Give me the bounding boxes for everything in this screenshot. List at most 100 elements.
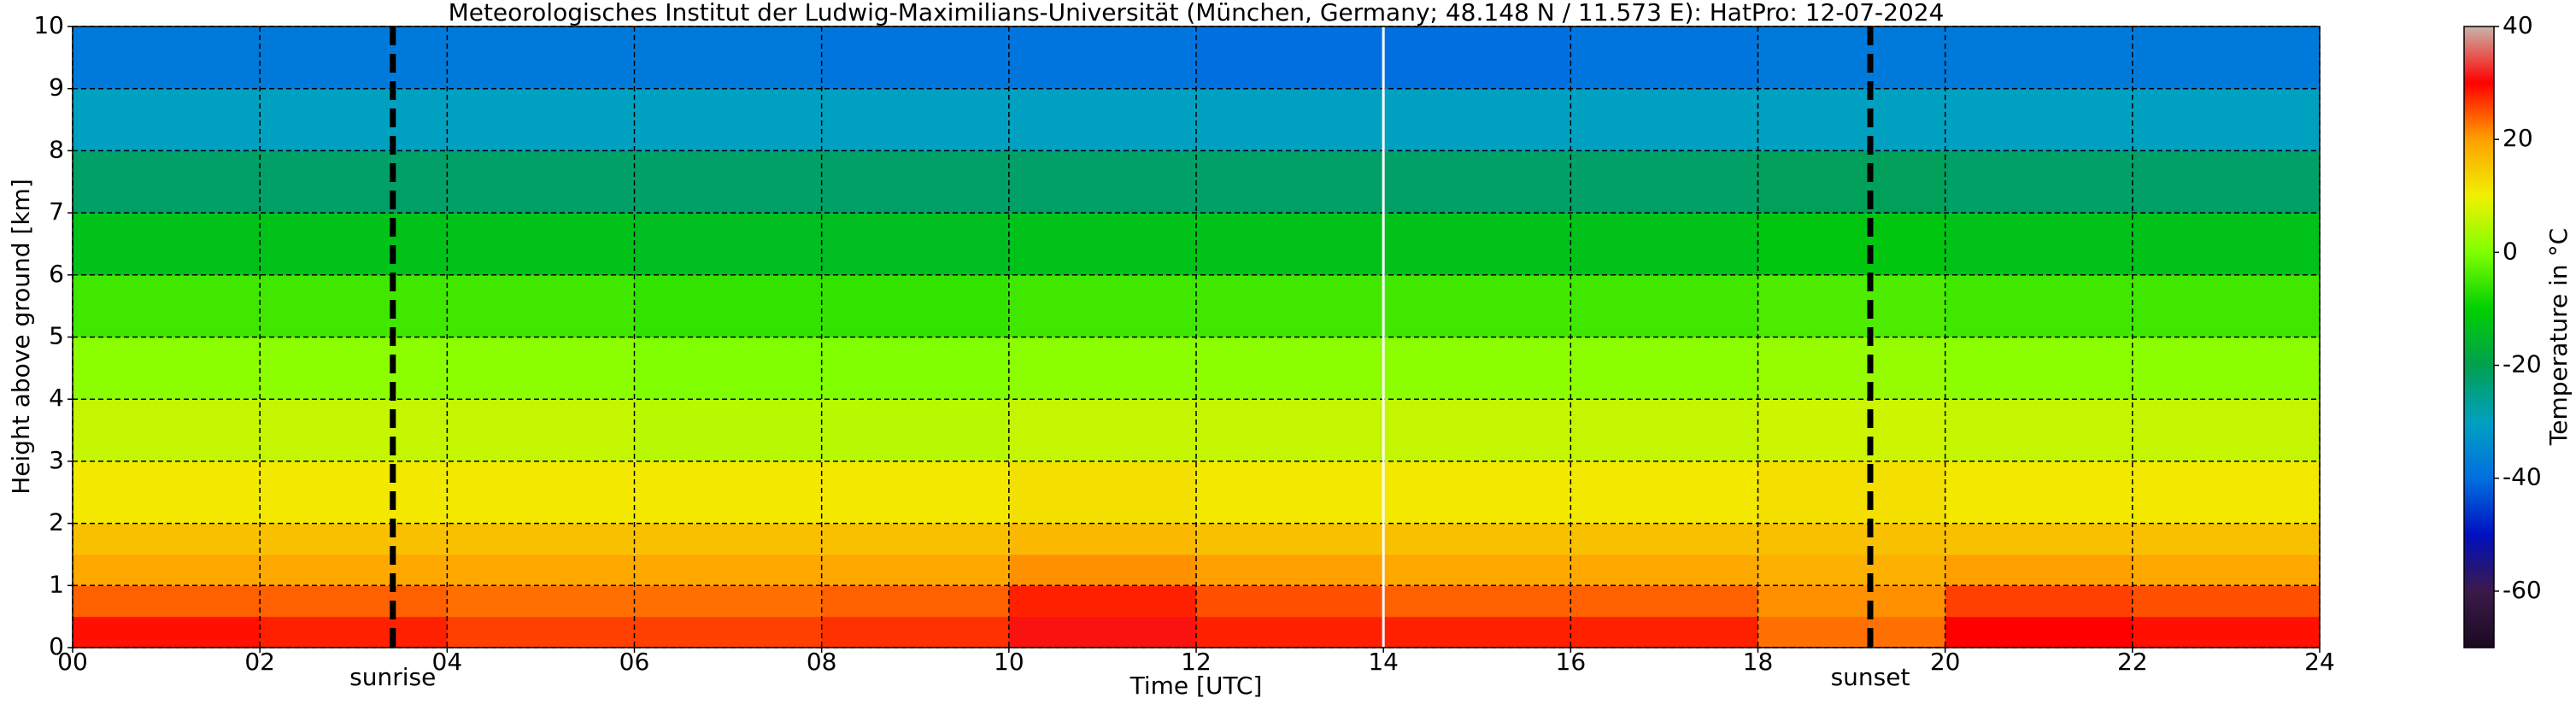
- heat-cell: [73, 213, 261, 276]
- heat-cell: [1008, 399, 1197, 462]
- x-tick-label: 10: [994, 648, 1024, 676]
- heat-cell: [260, 213, 448, 276]
- heat-cell: [821, 399, 1010, 462]
- heat-cell: [73, 585, 261, 618]
- heat-cell: [1008, 88, 1197, 151]
- y-tick-label: 3: [49, 446, 64, 474]
- heat-cell: [73, 150, 261, 214]
- heat-cell: [1757, 461, 1946, 525]
- heat-cell: [447, 150, 635, 214]
- colorbar-tick-label: 20: [2503, 124, 2533, 152]
- heat-cell: [2132, 616, 2321, 648]
- heat-cell: [1945, 585, 2133, 618]
- heat-cell: [821, 616, 1010, 648]
- heat-cell: [1008, 26, 1197, 90]
- heat-cell: [634, 26, 823, 90]
- heat-cell: [2132, 150, 2321, 214]
- heat-cell: [1383, 523, 1571, 555]
- x-tick-label: 08: [807, 648, 837, 676]
- colorbar-tick-label: -20: [2503, 350, 2542, 378]
- heat-cell: [634, 554, 823, 586]
- heat-cell: [1196, 461, 1384, 525]
- heat-cell: [1945, 399, 2133, 462]
- heat-cell: [1945, 523, 2133, 555]
- heat-cell: [634, 150, 823, 214]
- y-tick-label: 6: [49, 260, 64, 288]
- heat-cell: [447, 88, 635, 151]
- heat-cell: [1383, 616, 1571, 648]
- heat-cell: [260, 585, 448, 618]
- heat-cell: [1196, 523, 1384, 555]
- plot-frame: [72, 26, 2321, 648]
- heat-cell: [634, 274, 823, 337]
- y-tick-label: 5: [49, 322, 64, 350]
- heat-cell: [260, 26, 448, 90]
- heat-cell: [634, 213, 823, 276]
- heat-cell: [447, 213, 635, 276]
- heat-cell: [634, 616, 823, 648]
- x-axis-label: Time [UTC]: [1130, 672, 1263, 700]
- x-tick-label: 06: [619, 648, 650, 676]
- heat-cell: [2132, 585, 2321, 618]
- heat-cell: [1196, 150, 1384, 214]
- heat-cell: [1196, 88, 1384, 151]
- colorbar: [2463, 26, 2495, 648]
- heat-cell: [1196, 274, 1384, 337]
- heat-cell: [1570, 213, 1758, 276]
- y-tick-label: 8: [49, 135, 64, 163]
- heat-cell: [73, 88, 261, 151]
- heat-cell: [447, 554, 635, 586]
- y-tick-label: 9: [49, 73, 64, 102]
- heat-cell: [1945, 616, 2133, 648]
- heat-cell: [1757, 88, 1946, 151]
- heat-cell: [260, 554, 448, 586]
- heat-cell: [1757, 274, 1946, 337]
- heat-cell: [821, 88, 1010, 151]
- heat-cell: [634, 461, 823, 525]
- heat-cell: [260, 399, 448, 462]
- y-tick-label: 7: [49, 197, 64, 226]
- heat-cell: [73, 554, 261, 586]
- heat-cell: [1008, 616, 1197, 648]
- heat-cell: [2132, 554, 2321, 586]
- y-tick-label: 10: [33, 11, 64, 39]
- heat-cell: [1196, 616, 1384, 648]
- heat-cell: [2132, 523, 2321, 555]
- heat-cell: [73, 337, 261, 400]
- heat-cell: [73, 523, 261, 555]
- y-axis-label: Height above ground [km]: [7, 179, 35, 495]
- y-tick-label: 1: [49, 570, 64, 598]
- x-tick-label: 18: [1743, 648, 1774, 676]
- x-tick-label: 16: [1556, 648, 1587, 676]
- heat-cell: [1757, 523, 1946, 555]
- heat-cell: [1570, 26, 1758, 90]
- y-tick-label: 2: [49, 508, 64, 537]
- sun-label: sunrise: [349, 663, 436, 691]
- heat-cell: [634, 337, 823, 400]
- heat-cell: [634, 585, 823, 618]
- x-tick-label: 20: [1930, 648, 1961, 676]
- heat-cell: [634, 399, 823, 462]
- heat-cell: [260, 274, 448, 337]
- colorbar-tick-label: 40: [2503, 11, 2533, 39]
- heat-cell: [1945, 150, 2133, 214]
- heat-cell: [1383, 585, 1571, 618]
- heat-cell: [821, 585, 1010, 618]
- heat-cell: [2132, 399, 2321, 462]
- heat-cell: [1757, 150, 1946, 214]
- heat-cell: [2132, 88, 2321, 151]
- heat-cell: [821, 554, 1010, 586]
- chart-title: Meteorologisches Institut der Ludwig-Max…: [449, 0, 1945, 26]
- heat-cell: [260, 461, 448, 525]
- heat-cell: [1196, 213, 1384, 276]
- heat-cell: [1196, 337, 1384, 400]
- heat-cell: [1383, 274, 1571, 337]
- heat-cell: [821, 274, 1010, 337]
- heat-cell: [260, 150, 448, 214]
- heat-cell: [1570, 616, 1758, 648]
- x-tick-label: 12: [1181, 648, 1212, 676]
- x-tick-label: 14: [1368, 648, 1399, 676]
- heat-cell: [1757, 616, 1946, 648]
- heat-cell: [1008, 461, 1197, 525]
